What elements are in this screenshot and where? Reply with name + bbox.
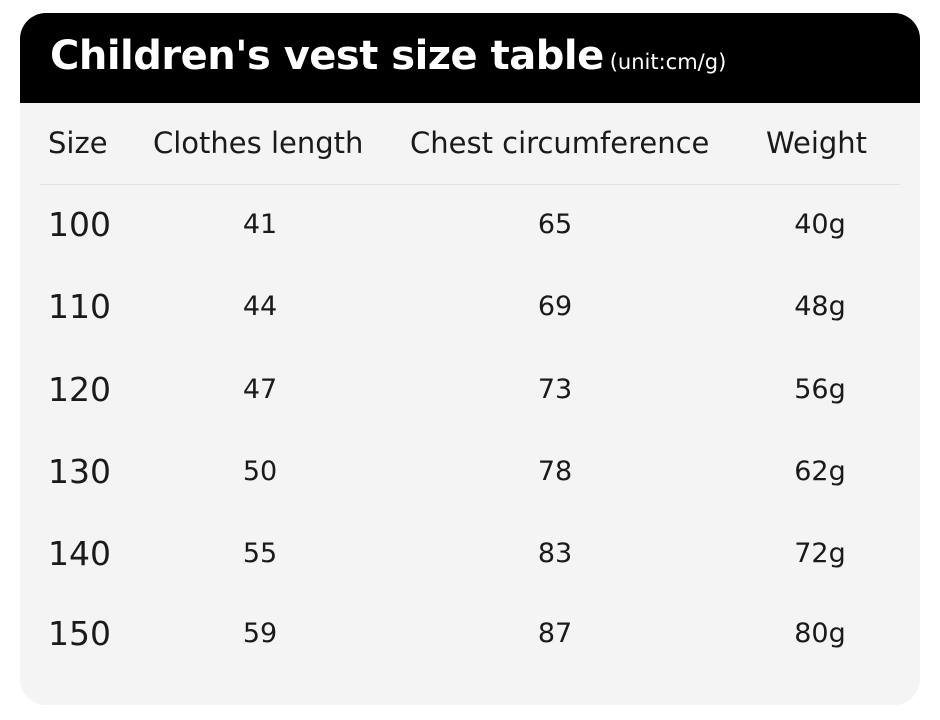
column-header-chest-circumference: Chest circumference <box>410 126 710 160</box>
table-row: 120 47 73 56g <box>20 370 920 410</box>
weight-cell: 56g <box>794 374 846 405</box>
column-header-size: Size <box>48 126 108 160</box>
chest-circumference-cell: 69 <box>537 291 573 322</box>
table-row: 150 59 87 80g <box>20 614 920 654</box>
clothes-length-cell: 55 <box>242 538 278 569</box>
column-header-weight: Weight <box>766 126 868 160</box>
chest-circumference-cell: 73 <box>537 374 573 405</box>
table-row: 110 44 69 48g <box>20 287 920 327</box>
size-table-card: Children's vest size table (unit:cm/g) S… <box>20 13 920 705</box>
chest-circumference-cell: 83 <box>537 538 573 569</box>
table-row: 100 41 65 40g <box>20 205 920 245</box>
size-cell: 130 <box>48 452 111 491</box>
weight-cell: 48g <box>794 291 846 322</box>
table-row: 140 55 83 72g <box>20 534 920 574</box>
weight-cell: 62g <box>794 456 846 487</box>
table-row: 130 50 78 62g <box>20 452 920 492</box>
clothes-length-cell: 59 <box>242 618 278 649</box>
weight-cell: 80g <box>794 618 846 649</box>
size-cell: 110 <box>48 287 111 326</box>
clothes-length-cell: 50 <box>242 456 278 487</box>
table-header-bar: Children's vest size table (unit:cm/g) <box>20 13 920 103</box>
size-cell: 150 <box>48 614 111 653</box>
header-divider <box>40 184 900 185</box>
chest-circumference-cell: 65 <box>537 209 573 240</box>
size-cell: 140 <box>48 534 111 573</box>
weight-cell: 72g <box>794 538 846 569</box>
column-header-clothes-length: Clothes length <box>153 126 364 160</box>
size-cell: 100 <box>48 205 111 244</box>
size-cell: 120 <box>48 370 111 409</box>
clothes-length-cell: 47 <box>242 374 278 405</box>
weight-cell: 40g <box>794 209 846 240</box>
table-title: Children's vest size table <box>50 33 604 79</box>
clothes-length-cell: 41 <box>242 209 278 240</box>
unit-label: (unit:cm/g) <box>609 50 727 74</box>
chest-circumference-cell: 78 <box>537 456 573 487</box>
clothes-length-cell: 44 <box>242 291 278 322</box>
chest-circumference-cell: 87 <box>537 618 573 649</box>
